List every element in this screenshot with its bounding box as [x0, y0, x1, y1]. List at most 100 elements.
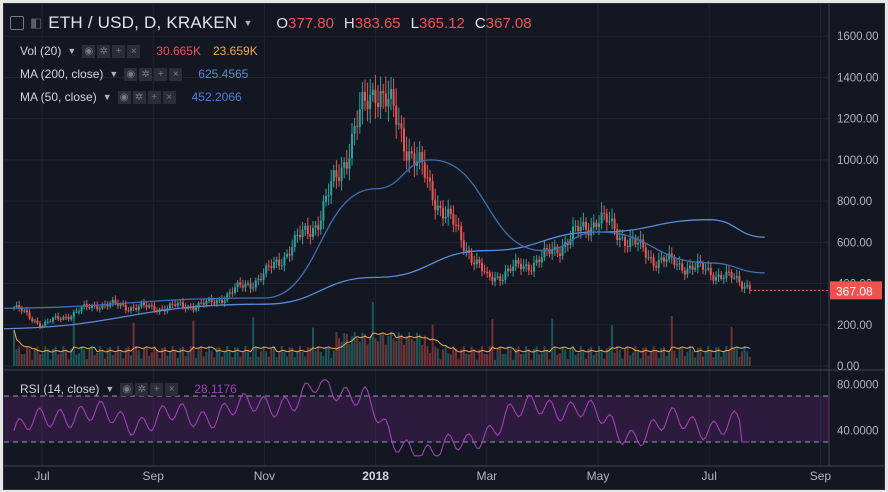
candle-body	[488, 272, 491, 277]
indicator-label[interactable]: MA (200, close)	[20, 67, 104, 81]
candle-body	[650, 257, 652, 259]
volume-bar	[317, 346, 320, 366]
candle-body	[527, 264, 530, 271]
symbol-label[interactable]: ETH / USD, D, KRAKEN	[48, 13, 238, 32]
candle-body	[694, 267, 697, 270]
close-icon[interactable]: ×	[127, 44, 141, 58]
plus-icon[interactable]: +	[112, 44, 126, 58]
eye-icon[interactable]: ◉	[117, 90, 131, 104]
candle-body	[182, 302, 184, 308]
candle-body	[686, 268, 689, 275]
time-tick-label: May	[587, 469, 610, 483]
volume-bar	[101, 349, 104, 366]
volume-bar	[442, 349, 444, 366]
candle-body	[119, 303, 122, 306]
symbol-header[interactable]: ◧ ETH / USD, D, KRAKEN ▼ O377.80 H383.65…	[10, 12, 532, 34]
candle-body	[748, 285, 751, 290]
indicator-label[interactable]: RSI (14, close)	[20, 382, 100, 396]
candle-body	[455, 224, 457, 226]
volume-bar	[696, 347, 699, 366]
volume-bar	[28, 349, 31, 366]
volume-bar	[106, 348, 109, 366]
candle-body	[192, 307, 195, 311]
gear-icon[interactable]: ✲	[139, 67, 153, 81]
indicator-rsi[interactable]: RSI (14, close) ▼ ◉ ✲ + × 28.1176	[20, 380, 237, 398]
volume-bar	[574, 354, 577, 366]
candle-body	[702, 262, 704, 270]
volume-bar	[569, 348, 572, 366]
volume-bar	[135, 346, 138, 366]
plus-icon[interactable]: +	[154, 67, 168, 81]
candle-body	[405, 151, 408, 161]
candle-body	[384, 93, 387, 107]
candle-body	[265, 265, 268, 274]
volume-bar	[145, 346, 148, 366]
candle-body	[15, 305, 18, 308]
collapse-icon[interactable]	[10, 16, 24, 30]
volume-bar	[226, 346, 229, 366]
candle-body	[517, 260, 520, 264]
indicator-dropdown-icon[interactable]: ▼	[105, 384, 115, 394]
volume-bar	[496, 349, 499, 366]
indicator-ma50[interactable]: MA (50, close) ▼ ◉ ✲ + × 452.2066	[20, 88, 242, 106]
candle-body	[735, 276, 738, 278]
indicator-ma200[interactable]: MA (200, close) ▼ ◉ ✲ + × 625.4565	[20, 65, 248, 83]
volume-bar	[59, 353, 62, 366]
volume-bar	[624, 348, 626, 366]
volume-bar	[265, 351, 268, 366]
volume-bar	[644, 346, 647, 366]
candle-body	[423, 162, 426, 178]
candle-body	[179, 302, 182, 304]
close-icon[interactable]: ×	[165, 382, 179, 396]
candle-body	[260, 278, 262, 281]
volume-bar	[686, 351, 689, 366]
volume-bar	[444, 346, 447, 366]
volume-bar	[566, 359, 569, 366]
eye-icon[interactable]: ◉	[120, 382, 134, 396]
indicator-dropdown-icon[interactable]: ▼	[67, 46, 77, 56]
volume-bar	[725, 346, 728, 366]
gear-icon[interactable]: ✲	[135, 382, 149, 396]
candle-body	[733, 277, 736, 279]
volume-bar	[717, 347, 720, 366]
time-tick-label: Jul	[702, 469, 717, 483]
volume-bar	[171, 346, 174, 366]
eye-icon[interactable]: ◉	[124, 67, 138, 81]
volume-bar	[189, 346, 192, 366]
close-icon[interactable]: ×	[169, 67, 183, 81]
indicator-volume[interactable]: Vol (20) ▼ ◉ ✲ + × 30.665K 23.659K	[20, 42, 258, 60]
volume-bar	[673, 350, 676, 366]
last-price-badge	[830, 281, 882, 300]
candle-body	[538, 259, 541, 263]
volume-bar	[215, 347, 218, 366]
volume-bar	[345, 333, 348, 366]
indicator-label[interactable]: MA (50, close)	[20, 90, 97, 104]
gear-icon[interactable]: ✲	[132, 90, 146, 104]
plus-icon[interactable]: +	[147, 90, 161, 104]
symbol-dropdown-icon[interactable]: ▼	[243, 18, 253, 28]
candle-body	[140, 302, 143, 307]
gear-icon[interactable]: ✲	[97, 44, 111, 58]
volume-bar	[156, 350, 158, 366]
volume-bar	[603, 358, 606, 366]
volume-bar	[592, 355, 595, 366]
indicator-dropdown-icon[interactable]: ▼	[109, 69, 119, 79]
volume-bar	[410, 338, 413, 366]
volume-bar	[369, 336, 372, 366]
candle-body	[621, 237, 624, 239]
indicator-label[interactable]: Vol (20)	[20, 44, 62, 58]
plus-icon[interactable]: +	[150, 382, 164, 396]
indicator-dropdown-icon[interactable]: ▼	[102, 92, 112, 102]
close-icon[interactable]: ×	[162, 90, 176, 104]
volume-bar	[712, 357, 715, 366]
eye-icon[interactable]: ◉	[82, 44, 96, 58]
candle-body	[231, 292, 234, 294]
candle-body	[306, 225, 309, 235]
volume-bar	[665, 355, 668, 366]
candle-body	[36, 320, 39, 324]
rsi-line	[13, 379, 750, 457]
candle-body	[553, 246, 556, 250]
volume-value: 30.665K	[156, 44, 201, 58]
volume-bar	[486, 354, 489, 366]
candle-body	[436, 205, 439, 211]
